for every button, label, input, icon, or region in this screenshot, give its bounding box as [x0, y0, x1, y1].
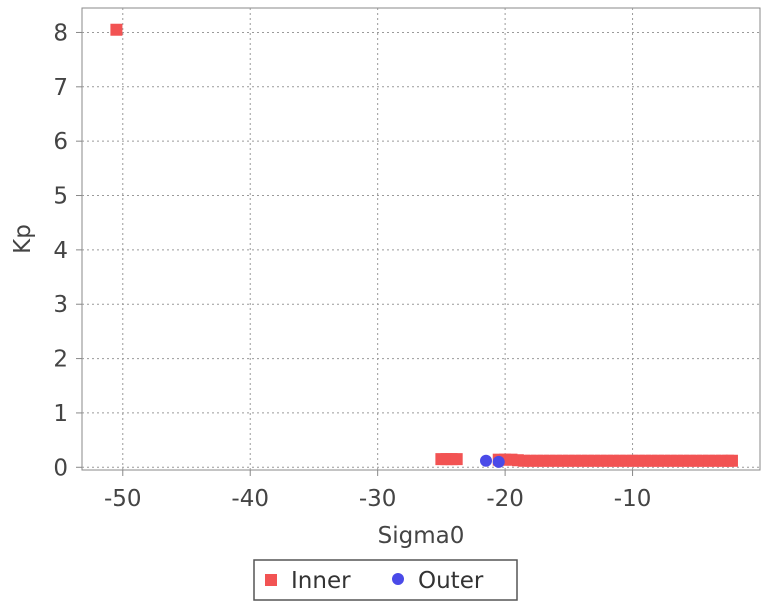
y-tick-label: 1	[53, 401, 68, 427]
plot-area	[81, 7, 761, 471]
x-tick-label: -40	[231, 486, 269, 512]
legend-inner-marker	[265, 574, 277, 586]
axis-ticks: -50 -40 -30 -20 -10 0 1 2 3 4 5 6 7 8	[53, 20, 651, 512]
legend-inner-label: Inner	[291, 568, 351, 594]
y-axis-label: Kp	[10, 224, 36, 254]
y-tick-label: 5	[53, 184, 68, 210]
outer-point	[479, 454, 492, 467]
y-tick-label: 3	[53, 292, 68, 318]
y-tick-label: 0	[53, 455, 68, 481]
inner-point	[725, 454, 738, 467]
inner-point	[110, 23, 123, 36]
x-tick-label: -50	[104, 486, 142, 512]
y-tick-label: 6	[53, 129, 68, 155]
y-tick-label: 8	[53, 20, 68, 46]
x-axis-label: Sigma0	[378, 523, 465, 549]
x-tick-label: -20	[486, 486, 524, 512]
x-tick-label: -30	[359, 486, 397, 512]
x-tick-label: -10	[614, 486, 652, 512]
data-points	[110, 23, 738, 468]
y-tick-label: 2	[53, 347, 68, 373]
inner-point	[450, 453, 463, 466]
outer-point	[492, 455, 505, 468]
legend: Inner Outer	[253, 559, 518, 601]
y-tick-label: 4	[53, 238, 68, 264]
grid-lines	[82, 8, 760, 470]
legend-outer-label: Outer	[418, 568, 484, 594]
legend-box	[253, 559, 518, 601]
y-tick-label: 7	[53, 75, 68, 101]
legend-outer-marker	[392, 573, 404, 585]
